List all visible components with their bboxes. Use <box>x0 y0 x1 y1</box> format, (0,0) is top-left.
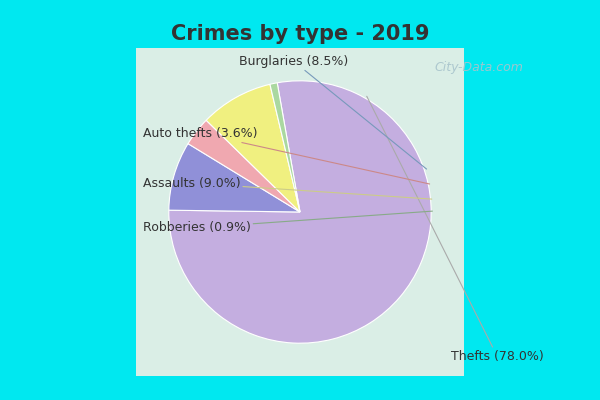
Wedge shape <box>206 84 300 212</box>
Text: City-Data.com: City-Data.com <box>434 61 523 74</box>
Wedge shape <box>188 120 300 212</box>
Text: Thefts (78.0%): Thefts (78.0%) <box>367 96 544 363</box>
Wedge shape <box>169 81 431 343</box>
Text: Burglaries (8.5%): Burglaries (8.5%) <box>239 55 427 169</box>
Text: Crimes by type - 2019: Crimes by type - 2019 <box>171 24 429 44</box>
Wedge shape <box>270 83 300 212</box>
Text: Assaults (9.0%): Assaults (9.0%) <box>143 177 432 199</box>
Text: Robberies (0.9%): Robberies (0.9%) <box>143 211 433 234</box>
Wedge shape <box>169 144 300 212</box>
Text: Auto thefts (3.6%): Auto thefts (3.6%) <box>143 127 430 184</box>
